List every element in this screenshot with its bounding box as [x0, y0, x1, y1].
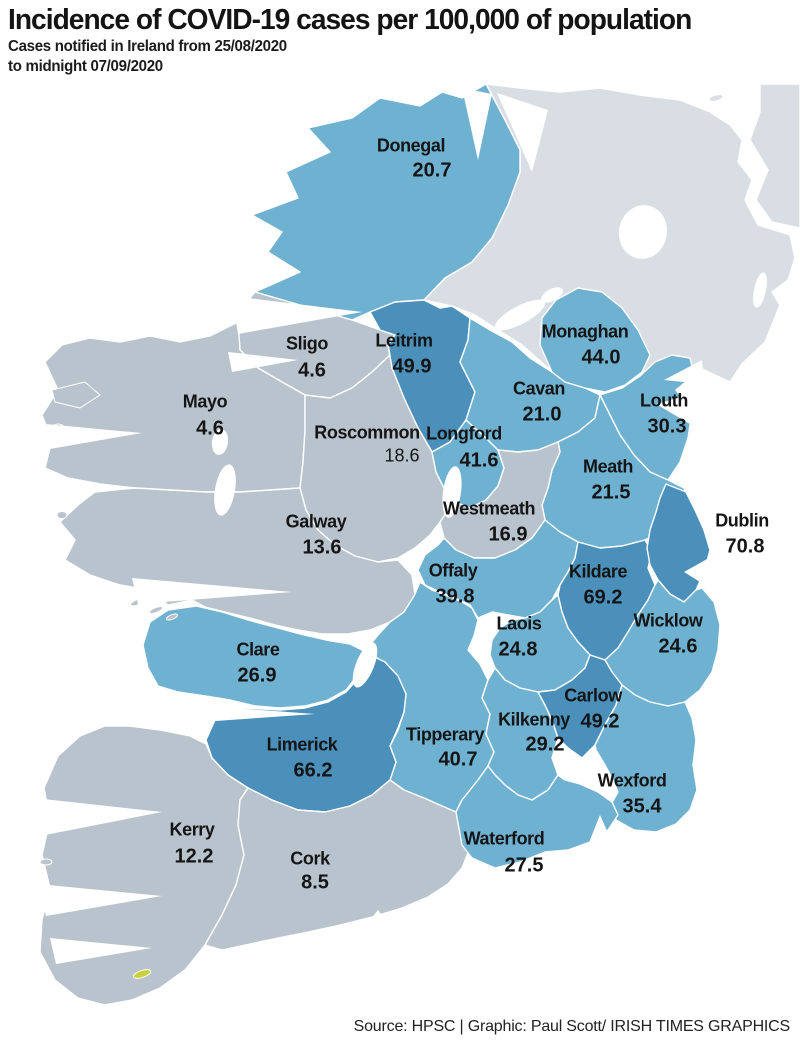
lough-swilly-inlet [462, 88, 492, 160]
dublin-bay-inlet [684, 554, 716, 592]
lough-ree-lake [442, 466, 462, 518]
galway-bay-inlet [132, 578, 292, 604]
cork-harbour-inlet [360, 910, 394, 933]
lough-erne-lake [494, 299, 546, 331]
offshore-islands [39, 94, 724, 979]
sligo-bay-inlet [228, 352, 298, 372]
county-galway [59, 487, 416, 635]
county-kerry [39, 725, 249, 1006]
rathlin-island [708, 94, 724, 102]
county-clare [142, 605, 367, 709]
chart-title: Incidence of COVID-19 cases per 100,000 … [8, 4, 692, 36]
chart-subtitle-line1: Cases notified in Ireland from 25/08/202… [8, 38, 287, 55]
lough-neagh-lake [618, 205, 668, 259]
highlighted-islet [132, 969, 152, 979]
source-credit: Source: HPSC | Graphic: Paul Scott/ IRIS… [353, 1018, 791, 1035]
region-scotland-coast [749, 83, 800, 229]
valentia-island [39, 858, 53, 866]
achill-island [51, 381, 101, 409]
bantry-bay-inlet [50, 938, 152, 964]
waterford-harbour-inlet [588, 815, 612, 845]
carlingford-lough-inlet [664, 360, 704, 384]
lough-foyle-inlet [497, 93, 548, 172]
aran-island-3 [165, 613, 179, 621]
county-wexford [594, 684, 698, 833]
county-waterford [455, 765, 619, 869]
sea-inlets-and-lakes [34, 88, 767, 964]
shannon-estuary-inlet [126, 700, 315, 727]
dingle-bay-inlet [34, 798, 162, 836]
county-donegal [251, 83, 521, 321]
kenmare-river-inlet [38, 884, 162, 916]
lough-corrib-lake [214, 464, 236, 516]
lough-mask-lake [211, 429, 229, 455]
strangford-lough-inlet [753, 272, 767, 308]
clew-bay-inlet [45, 424, 142, 449]
county-monaghan [539, 287, 651, 393]
county-cork [204, 779, 471, 951]
lough-derg-lake [352, 642, 378, 688]
aran-island-2 [148, 606, 164, 614]
dundalk-bay-inlet [656, 392, 700, 430]
chart-subtitle-line2: to midnight 07/09/2020 [8, 58, 163, 76]
upper-lough-erne-lake [541, 287, 563, 303]
donegal-bay-inlet [232, 296, 362, 334]
header: Incidence of COVID-19 cases per 100,000 … [8, 4, 712, 77]
inishbofin-island [56, 511, 68, 519]
